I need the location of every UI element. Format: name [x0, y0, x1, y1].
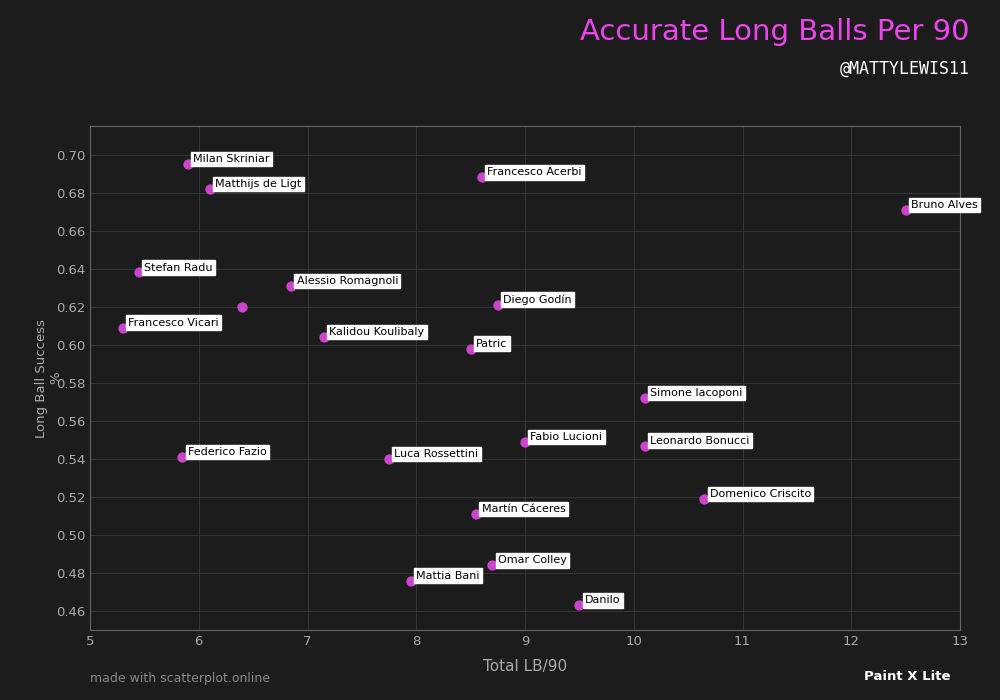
- Text: Francesco Vicari: Francesco Vicari: [128, 318, 219, 328]
- Point: [316, 332, 332, 343]
- Text: Fabio Lucioni: Fabio Lucioni: [530, 432, 602, 442]
- Point: [571, 600, 587, 611]
- Text: Luca Rossettini: Luca Rossettini: [394, 449, 479, 459]
- Text: Accurate Long Balls Per 90: Accurate Long Balls Per 90: [580, 18, 970, 46]
- Point: [283, 280, 299, 291]
- Text: Martín Cáceres: Martín Cáceres: [482, 504, 565, 514]
- Text: Milan Skriniar: Milan Skriniar: [193, 154, 270, 164]
- Text: @MATTYLEWIS11: @MATTYLEWIS11: [840, 60, 970, 78]
- Point: [484, 560, 500, 571]
- Text: made with scatterplot.online: made with scatterplot.online: [90, 671, 270, 685]
- Point: [403, 575, 419, 586]
- Text: Domenico Criscito: Domenico Criscito: [710, 489, 811, 499]
- Text: Mattia Bani: Mattia Bani: [416, 570, 480, 580]
- Point: [468, 508, 484, 519]
- Text: Patric: Patric: [476, 339, 507, 349]
- Point: [898, 204, 914, 216]
- Text: Omar Colley: Omar Colley: [498, 555, 567, 566]
- Text: Kalidou Koulibaly: Kalidou Koulibaly: [329, 327, 424, 337]
- Y-axis label: Long Ball Success
%: Long Ball Success %: [35, 318, 63, 438]
- Text: Paint X Lite: Paint X Lite: [864, 670, 951, 682]
- Text: Bruno Alves: Bruno Alves: [911, 199, 978, 210]
- Text: Federico Fazio: Federico Fazio: [188, 447, 267, 457]
- Text: Stefan Radu: Stefan Radu: [144, 262, 213, 272]
- Point: [463, 343, 479, 354]
- X-axis label: Total LB/90: Total LB/90: [483, 659, 567, 674]
- Text: Diego Godín: Diego Godín: [503, 295, 572, 305]
- Text: Leonardo Bonucci: Leonardo Bonucci: [650, 435, 749, 446]
- Point: [637, 393, 653, 404]
- Point: [696, 494, 712, 505]
- Point: [174, 452, 190, 463]
- Point: [381, 453, 397, 464]
- Text: Danilo: Danilo: [585, 596, 620, 605]
- Point: [131, 267, 147, 278]
- Text: Francesco Acerbi: Francesco Acerbi: [487, 167, 581, 177]
- Text: Matthijs de Ligt: Matthijs de Ligt: [215, 179, 301, 189]
- Point: [180, 158, 196, 169]
- Text: Simone Iacoponi: Simone Iacoponi: [650, 388, 742, 398]
- Point: [234, 301, 250, 312]
- Point: [474, 172, 490, 183]
- Point: [517, 436, 533, 447]
- Point: [202, 183, 218, 195]
- Point: [637, 440, 653, 451]
- Text: Alessio Romagnoli: Alessio Romagnoli: [297, 276, 398, 286]
- Point: [115, 322, 131, 333]
- Point: [490, 299, 506, 310]
